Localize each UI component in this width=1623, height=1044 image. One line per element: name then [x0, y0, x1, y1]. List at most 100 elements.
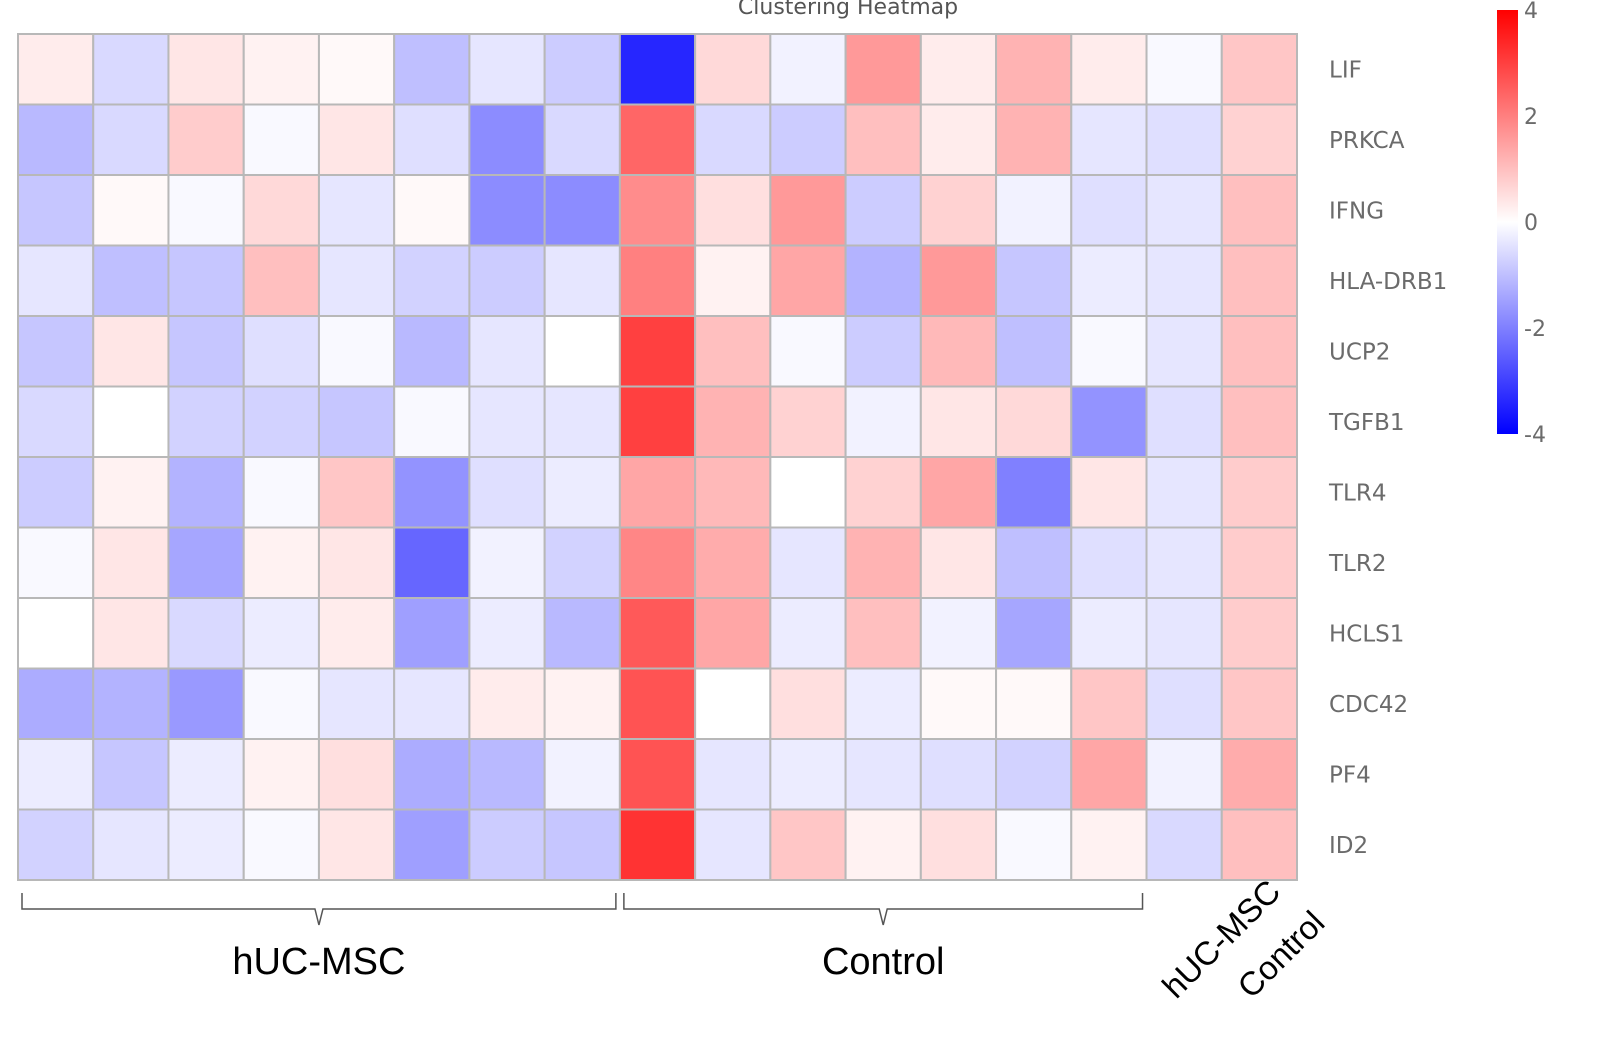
- heatmap-cell: [468, 456, 546, 529]
- row-label: HLA-DRB1: [1329, 269, 1447, 295]
- row-labels: LIF PRKCA IFNG HLA-DRB1 UCP2 TGFB1 TLR4 TLR2 HCL…: [1328, 57, 1447, 858]
- heatmap-cell: [995, 244, 1073, 317]
- heatmap-cell: [995, 174, 1073, 247]
- heatmap-cell: [468, 738, 546, 811]
- heatmap-cell: [468, 174, 546, 247]
- heatmap-cell: [242, 667, 320, 740]
- heatmap-cell: [1070, 526, 1148, 599]
- heatmap-cell: [92, 597, 170, 670]
- heatmap-cell: [844, 738, 922, 811]
- heatmap-cell: [1220, 597, 1299, 670]
- heatmap-cell: [844, 808, 922, 881]
- row-label: HCLS1: [1329, 621, 1404, 647]
- heatmap-cell: [468, 315, 546, 388]
- heatmap-cell: [317, 808, 396, 881]
- heatmap-cell: [1070, 456, 1148, 529]
- heatmap-cell: [769, 597, 847, 670]
- heatmap-cell: [1070, 667, 1148, 740]
- heatmap-cell: [393, 315, 471, 388]
- colorbar-tick-label: 2: [1524, 105, 1538, 130]
- heatmap-cell: [844, 33, 922, 106]
- heatmap-cell: [468, 33, 546, 106]
- heatmap-cell: [543, 244, 621, 317]
- heatmap-cell: [17, 808, 95, 881]
- heatmap-cell: [1145, 667, 1223, 740]
- heatmap-cell: [618, 738, 697, 811]
- heatmap-cell: [769, 244, 847, 317]
- heatmap-cell: [919, 456, 998, 529]
- heatmap-cell: [1220, 315, 1299, 388]
- heatmap-cell: [694, 103, 772, 176]
- heatmap-cell: [92, 244, 170, 317]
- group-label: Control: [822, 941, 945, 983]
- heatmap-cell: [919, 385, 998, 458]
- heatmap-cell: [167, 456, 245, 529]
- heatmap-cell: [543, 33, 621, 106]
- colorbar-tick-label: 0: [1524, 211, 1538, 236]
- heatmap-cell: [92, 315, 170, 388]
- heatmap-cell: [17, 244, 95, 317]
- heatmap-cell: [1070, 244, 1148, 317]
- row-label: LIF: [1329, 57, 1362, 83]
- heatmap-cell: [919, 597, 998, 670]
- heatmap-cell: [393, 174, 471, 247]
- heatmap-cell: [1070, 174, 1148, 247]
- heatmap-cell: [618, 33, 697, 106]
- heatmap-cell: [694, 667, 772, 740]
- heatmap-cell: [618, 597, 697, 670]
- heatmap-cell: [995, 667, 1073, 740]
- heatmap-cell: [1220, 103, 1299, 176]
- heatmap-cell: [769, 667, 847, 740]
- colorbar-tick-label: -4: [1524, 423, 1546, 448]
- heatmap-cell: [618, 456, 697, 529]
- heatmap-cell: [468, 597, 546, 670]
- heatmap-cell: [543, 174, 621, 247]
- chart-title: Clustering Heatmap: [738, 0, 958, 20]
- heatmap-cell: [393, 526, 471, 599]
- heatmap-cell: [1145, 244, 1223, 317]
- heatmap-cell: [317, 738, 396, 811]
- heatmap-cell: [1145, 526, 1223, 599]
- colorbar-gradient: [1497, 10, 1518, 434]
- heatmap-cell: [242, 33, 320, 106]
- heatmap-cell: [393, 385, 471, 458]
- heatmap-cell: [1220, 456, 1299, 529]
- heatmap-cell: [769, 315, 847, 388]
- heatmap-cell: [1220, 385, 1299, 458]
- heatmap-cell: [17, 667, 95, 740]
- heatmap-cell: [618, 385, 697, 458]
- heatmap-cell: [242, 526, 320, 599]
- heatmap-cell: [393, 808, 471, 881]
- heatmap-cell: [618, 808, 697, 881]
- heatmap-cell: [167, 103, 245, 176]
- heatmap-cell: [919, 526, 998, 599]
- group-brackets: [21, 893, 1144, 926]
- heatmap-cell: [1145, 597, 1223, 670]
- colorbar-tick-label: -2: [1524, 317, 1546, 342]
- heatmap-cell: [844, 667, 922, 740]
- heatmap-cell: [618, 315, 697, 388]
- heatmap-cell: [995, 385, 1073, 458]
- heatmap-cell: [242, 315, 320, 388]
- heatmap-cell: [844, 597, 922, 670]
- heatmap-cell: [694, 244, 772, 317]
- heatmap-cell: [694, 315, 772, 388]
- heatmap-cell: [543, 738, 621, 811]
- heatmap-cell: [242, 385, 320, 458]
- heatmap-cell: [17, 174, 95, 247]
- heatmap-cell: [1145, 174, 1223, 247]
- heatmap-cell: [17, 526, 95, 599]
- heatmap-cell: [317, 667, 396, 740]
- heatmap-cell: [995, 738, 1073, 811]
- heatmap-cell: [393, 244, 471, 317]
- heatmap-cell: [242, 244, 320, 317]
- heatmap-cell: [618, 667, 697, 740]
- heatmap-cell: [1220, 244, 1299, 317]
- row-label: TLR4: [1328, 480, 1386, 506]
- heatmap-cell: [317, 103, 396, 176]
- heatmap-cell: [769, 738, 847, 811]
- heatmap-cell: [1070, 808, 1148, 881]
- heatmap-cell: [17, 315, 95, 388]
- heatmap-cell: [393, 667, 471, 740]
